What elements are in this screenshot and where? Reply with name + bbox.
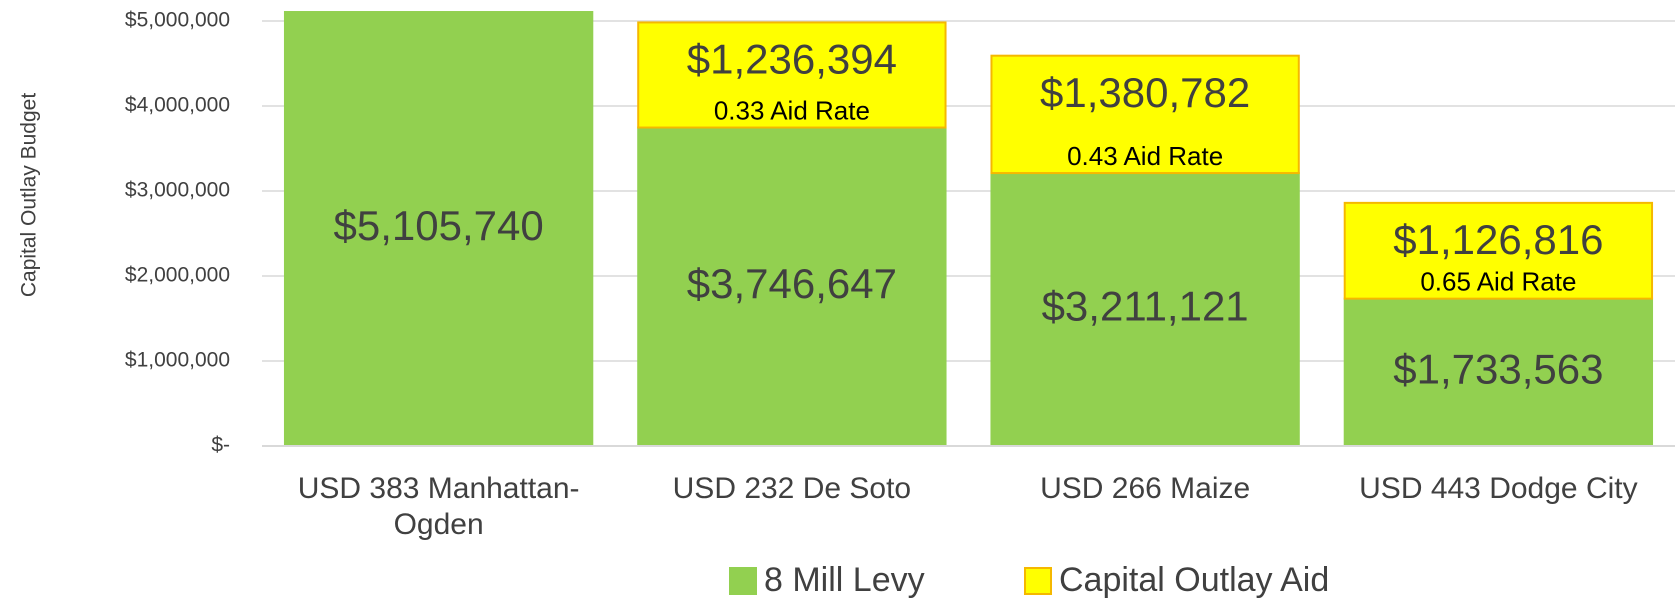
data-label: $3,211,121 xyxy=(1042,283,1249,330)
legend-label: 8 Mill Levy xyxy=(764,561,925,599)
y-tick-label: $1,000,000 xyxy=(125,349,230,372)
x-tick-label: USD 232 De Soto xyxy=(672,472,912,505)
y-tick-label: $- xyxy=(211,434,230,457)
legend-label: Capital Outlay Aid xyxy=(1059,561,1329,599)
x-tick-label: USD 266 Maize xyxy=(1040,472,1251,505)
data-label: $3,746,647 xyxy=(687,260,897,307)
x-tick-label: USD 383 Manhattan-Ogden xyxy=(297,472,580,541)
data-label: $1,380,782 xyxy=(1040,69,1250,116)
annotation: 0.33 Aid Rate xyxy=(714,95,870,125)
legend-swatch xyxy=(729,567,757,595)
data-label: $1,126,816 xyxy=(1393,216,1603,263)
y-axis-label: Capital Outlay Budget xyxy=(18,93,41,297)
bar-segment xyxy=(990,54,1300,175)
y-tick-label: $3,000,000 xyxy=(125,179,230,202)
data-label: $1,733,563 xyxy=(1393,345,1603,392)
bar-segment xyxy=(637,126,947,447)
y-tick-label: $5,000,000 xyxy=(125,9,230,32)
bar-segment xyxy=(637,21,947,129)
annotation: 0.43 Aid Rate xyxy=(1067,141,1223,171)
bar-segment xyxy=(1343,297,1654,448)
bar-segment xyxy=(283,11,594,448)
data-label: $1,236,394 xyxy=(687,36,897,83)
annotation: 0.65 Aid Rate xyxy=(1420,267,1576,297)
bar-segment xyxy=(1343,201,1654,300)
y-tick-label: $4,000,000 xyxy=(125,94,230,117)
legend-swatch xyxy=(1024,567,1052,595)
y-tick-label: $2,000,000 xyxy=(125,264,230,287)
x-tick-label: USD 443 Dodge City xyxy=(1359,472,1638,505)
data-label: $5,105,740 xyxy=(334,202,544,249)
